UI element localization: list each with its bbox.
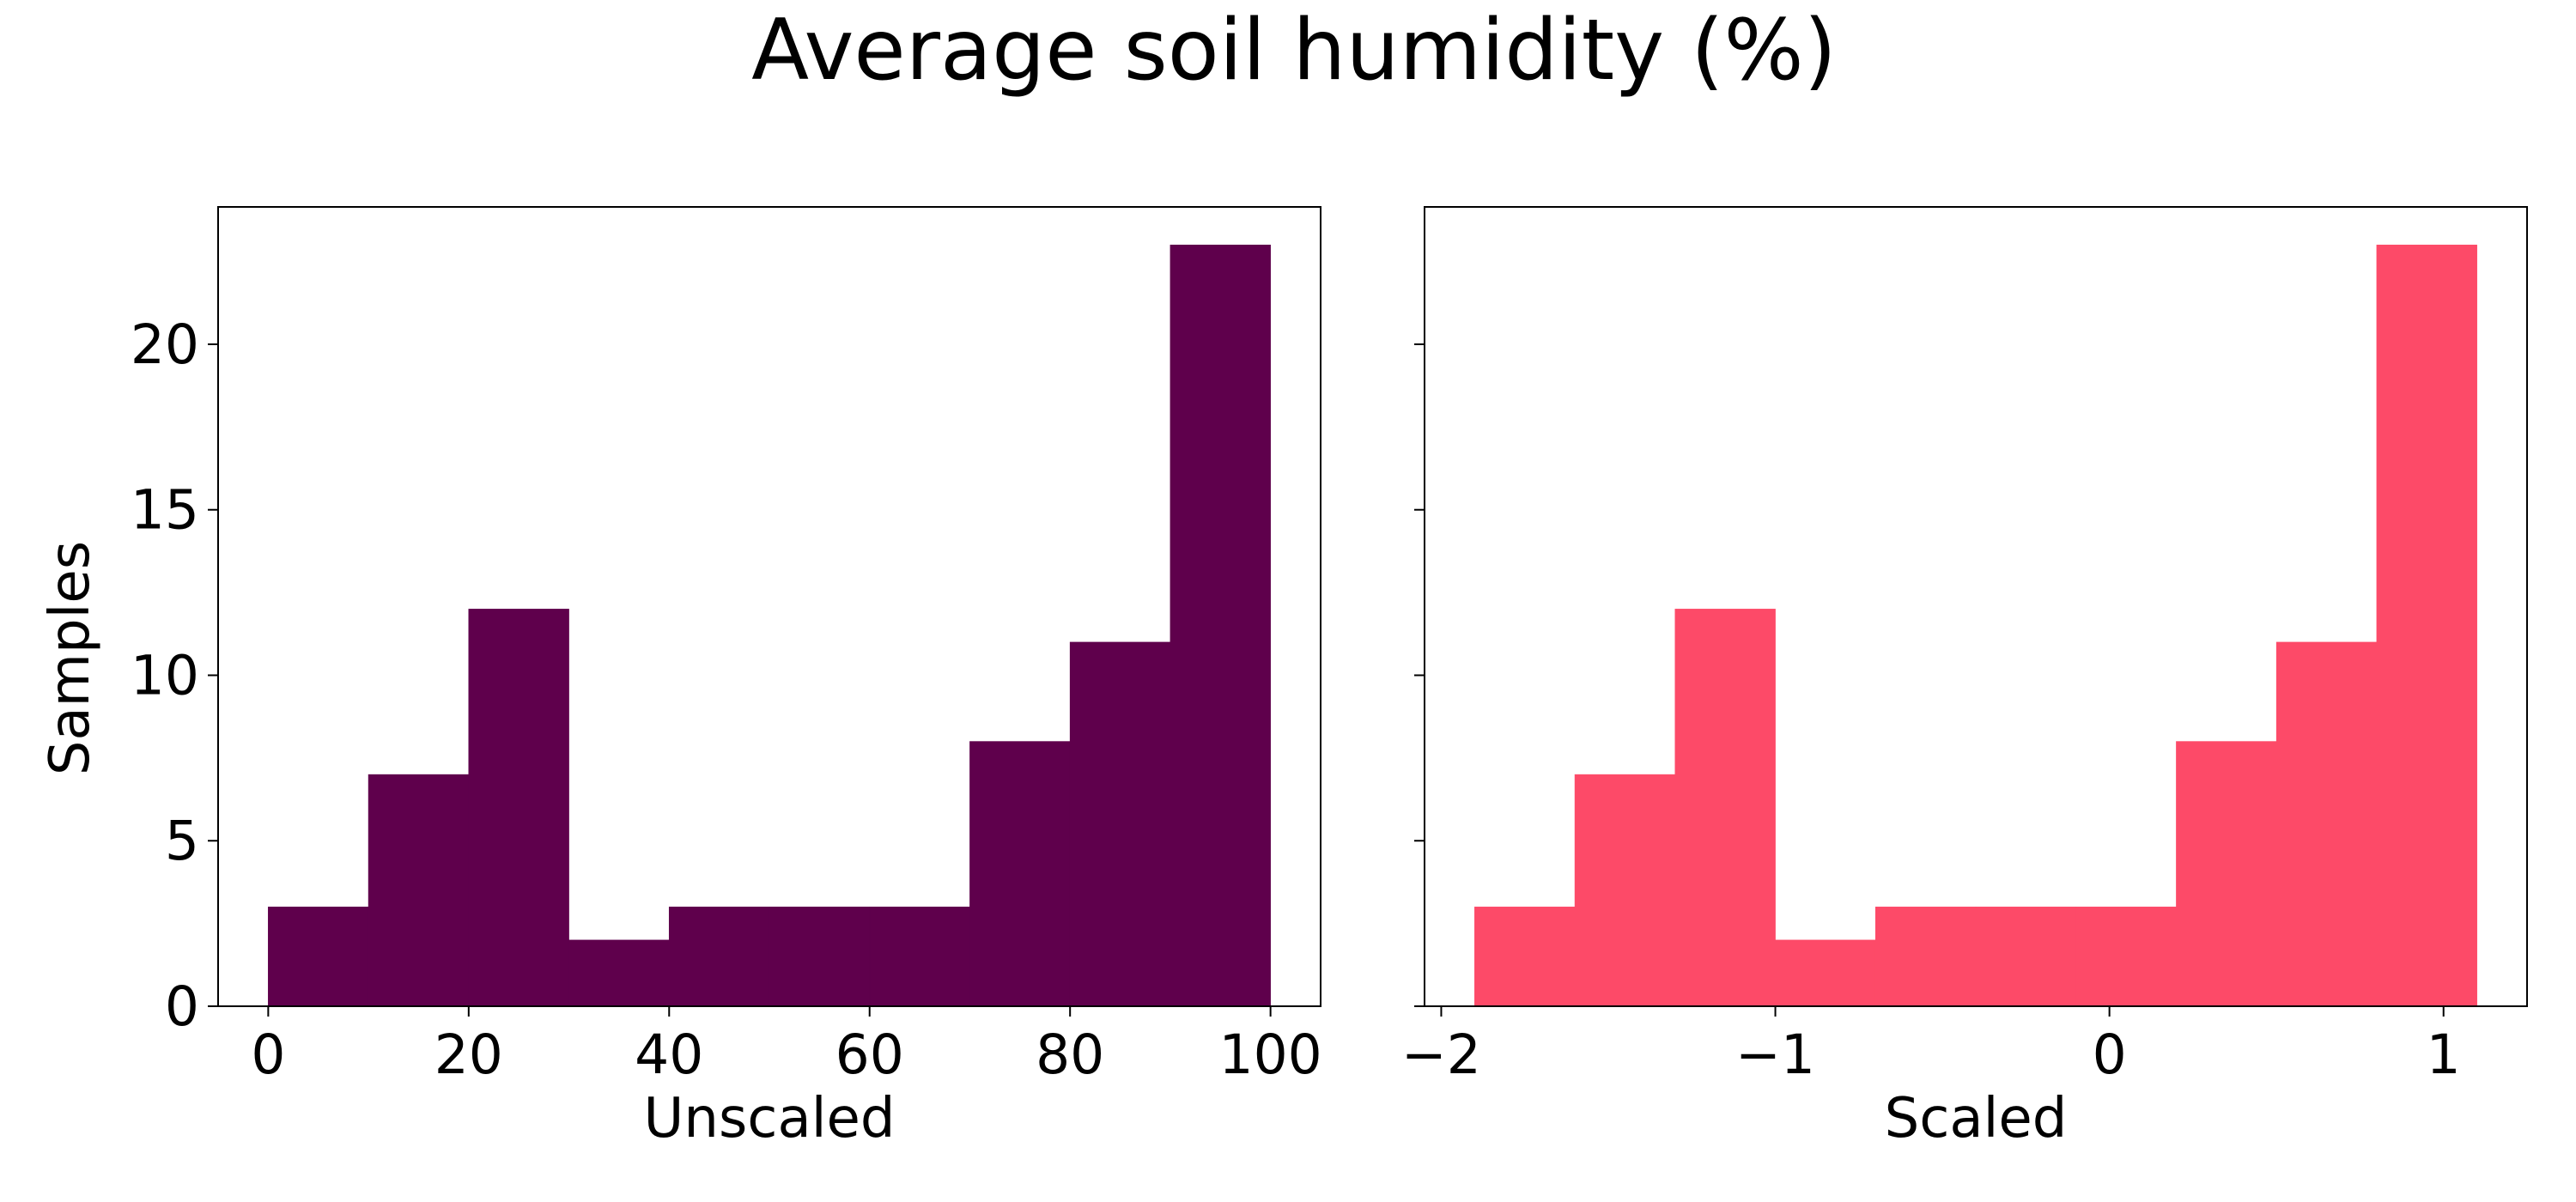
panel-2-bar [1474,907,1576,1007]
panel-1-bar [268,907,369,1007]
panel-2-bar [1574,774,1676,1007]
panel-2-bar [1674,609,1776,1007]
panel-1-xtick-label: 20 [434,1023,503,1086]
panel-1-frame [217,206,1321,1007]
panel-1-ytick-label: 0 [165,975,199,1038]
panel-2-xtick-label: 1 [2427,1023,2461,1086]
panel-2-bar [1975,907,2077,1007]
panel-2-x-axis-label: Scaled [1885,1087,2068,1150]
panel-2-xtick-label: −1 [1735,1023,1815,1086]
panel-1-xtick-label: 40 [635,1023,703,1086]
panel-1-ytick-label: 5 [165,810,199,872]
panel-1-xtick-label: 100 [1219,1023,1322,1086]
panel-2: −2 −1 0 1 Scaled [1401,206,2528,1150]
panel-1-ytick-label: 20 [131,313,199,376]
panel-2-xtick-label: 0 [2093,1023,2127,1086]
panel-1-ytick-label: 10 [131,644,199,707]
panel-1-bar [468,609,569,1007]
panel-1-bar [568,939,670,1007]
panel-2-bar [1874,907,1977,1007]
panel-1-xtick-label: 0 [251,1023,285,1086]
panel-1-bar [969,741,1071,1007]
figure-title: Average soil humidity (%) [751,2,1837,100]
panel-1-bar [368,774,470,1007]
panel-1-bar [769,907,871,1007]
panel-1-bar [668,907,770,1007]
panel-2-xtick-label: −2 [1401,1023,1481,1086]
panel-2-frame [1424,206,2528,1007]
panel-2-bar [2075,907,2177,1007]
panel-1-xtick-label: 80 [1036,1023,1104,1086]
panel-1-bar [869,907,970,1007]
panel-1-x-axis-label: Unscaled [644,1087,896,1150]
panel-2-bar [2275,641,2378,1007]
panel-1-ytick-label: 15 [131,479,199,542]
panel-1-bar [1069,641,1171,1007]
panel-1-bar [1170,245,1271,1007]
panel-1-y-axis-label: Samples [39,541,102,775]
panel-1-xtick-label: 60 [835,1023,904,1086]
panel-2-bar [2176,741,2277,1007]
panel-2-bar [2376,245,2477,1007]
panel-1: 0 20 40 60 80 100 0 5 10 15 20 Unscaled Samples [39,206,1322,1150]
panel-2-bar [1775,939,1876,1007]
